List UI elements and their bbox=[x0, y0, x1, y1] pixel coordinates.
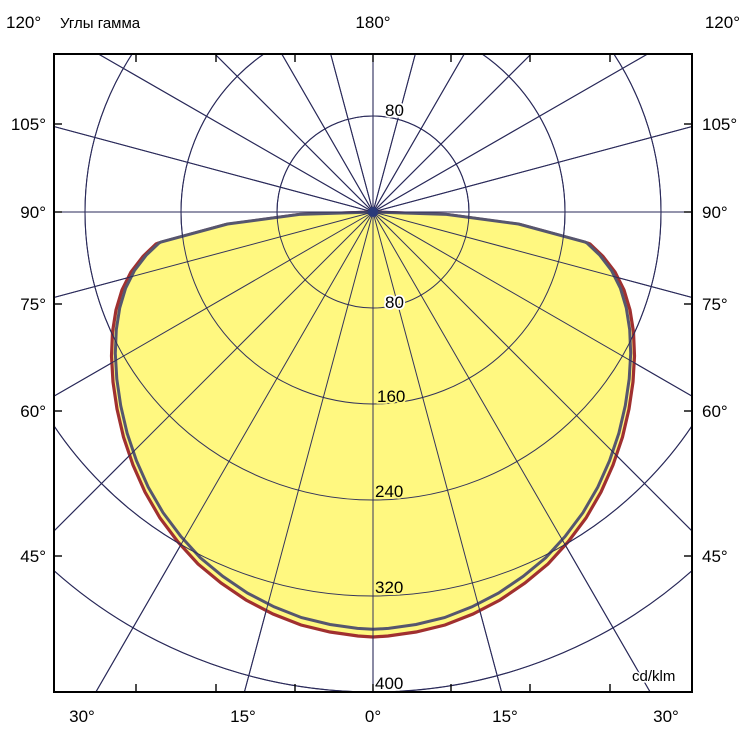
axis-label-left-75: 75° bbox=[20, 295, 46, 314]
axis-label-bottom-30-left: 30° bbox=[69, 707, 95, 726]
axis-label-left-90: 90° bbox=[20, 203, 46, 222]
axis-label-top-center: 180° bbox=[355, 13, 390, 32]
spoke-60l-ov bbox=[54, 211, 374, 397]
pole-origin-marker bbox=[368, 207, 378, 217]
spoke-30l-ov bbox=[95, 211, 374, 692]
spoke-15r-ov bbox=[372, 211, 503, 692]
spoke-15l-ov bbox=[243, 211, 374, 692]
axis-label-bottom-0: 0° bbox=[365, 707, 381, 726]
axis-label-right-90: 90° bbox=[702, 203, 728, 222]
spoke-120r-ov bbox=[372, 54, 649, 213]
frame-tick-marks bbox=[54, 54, 692, 692]
spoke-30r-ov bbox=[372, 211, 651, 692]
spoke-45r-ov bbox=[372, 211, 692, 532]
ring-label-80-upper: 80 bbox=[385, 101, 404, 120]
spoke-150l-ov bbox=[281, 54, 374, 213]
axis-label-right-75: 75° bbox=[702, 295, 728, 314]
spoke-135l-ov bbox=[214, 54, 374, 213]
ring-label-160: 160 bbox=[377, 387, 405, 406]
spoke-135r-ov bbox=[372, 54, 532, 213]
spoke-105l-ov bbox=[54, 126, 374, 213]
ring-label-320: 320 bbox=[375, 578, 403, 597]
unit-label: cd/klm bbox=[632, 668, 675, 685]
axis-label-top-left: 120° bbox=[6, 13, 41, 32]
axis-label-bottom-15-left: 15° bbox=[230, 707, 256, 726]
spoke-165l-ov bbox=[330, 54, 374, 213]
axis-label-left-45: 45° bbox=[20, 547, 46, 566]
spoke-105r-ov bbox=[372, 126, 692, 213]
spoke-45l-ov bbox=[54, 211, 374, 532]
axis-label-right-105: 105° bbox=[702, 115, 737, 134]
axis-label-top-right: 120° bbox=[705, 13, 740, 32]
axis-label-bottom-15-right: 15° bbox=[492, 707, 518, 726]
spoke-60r-ov bbox=[372, 211, 692, 397]
spoke-120l-ov bbox=[97, 54, 374, 213]
axis-label-right-60: 60° bbox=[702, 402, 728, 421]
spoke-75l-ov bbox=[54, 211, 374, 298]
ring-label-240: 240 bbox=[375, 482, 403, 501]
spoke-75r-ov bbox=[372, 211, 692, 298]
axis-label-left-105: 105° bbox=[11, 115, 46, 134]
spoke-165r-ov bbox=[372, 54, 416, 213]
chart-title: Углы гамма bbox=[60, 15, 141, 32]
axis-label-bottom-30-right: 30° bbox=[653, 707, 679, 726]
spoke-150r-ov bbox=[372, 54, 465, 213]
ring-label-400: 400 bbox=[375, 674, 403, 693]
axis-label-right-45: 45° bbox=[702, 547, 728, 566]
axis-label-left-60: 60° bbox=[20, 402, 46, 421]
ring-value-labels: 80 80 160 240 320 400 bbox=[373, 99, 407, 693]
ring-label-80-lower: 80 bbox=[385, 293, 404, 312]
